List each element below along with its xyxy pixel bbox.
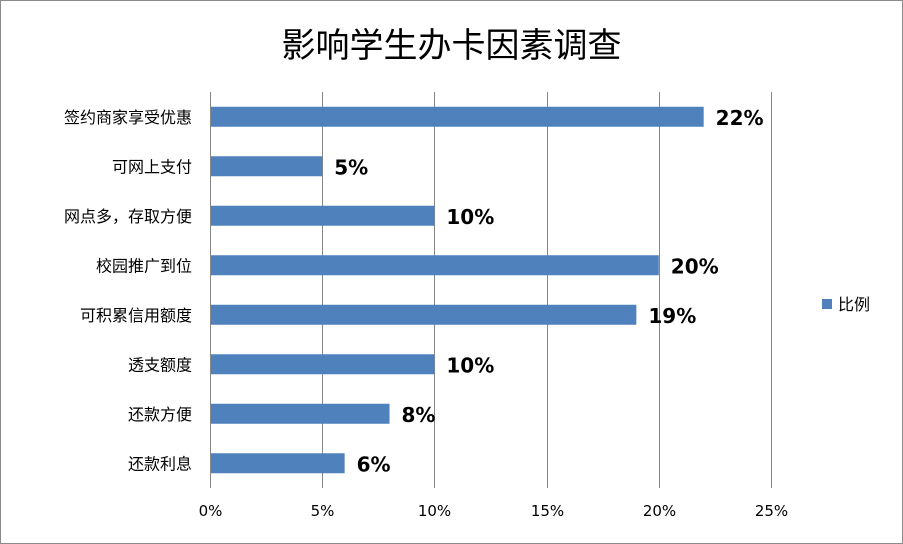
category-label: 可网上支付 xyxy=(112,157,192,176)
legend-swatch xyxy=(822,299,832,309)
x-tick-label: 0% xyxy=(199,502,223,520)
category-label: 校园推广到位 xyxy=(96,256,192,275)
x-tick-label: 5% xyxy=(311,502,335,520)
legend-label: 比例 xyxy=(838,295,870,314)
category-labels: 签约商家享受优惠可网上支付网点多，存取方便校园推广到位可积累信用额度透支额度还款… xyxy=(64,108,192,474)
data-label: 22% xyxy=(716,106,764,130)
data-label: 8% xyxy=(402,403,436,427)
data-label: 5% xyxy=(334,155,368,179)
data-label: 10% xyxy=(446,205,494,229)
bar xyxy=(211,304,637,325)
category-label: 透支额度 xyxy=(128,355,192,374)
data-label: 19% xyxy=(648,304,696,328)
bar xyxy=(211,453,345,474)
category-label: 签约商家享受优惠 xyxy=(64,108,192,127)
category-label: 还款方便 xyxy=(128,405,192,424)
x-tick-label: 15% xyxy=(531,502,564,520)
x-tick-label: 10% xyxy=(418,502,451,520)
data-label: 10% xyxy=(446,353,494,377)
bar xyxy=(211,156,323,177)
bar xyxy=(211,106,704,127)
bar xyxy=(211,403,390,424)
category-label: 还款利息 xyxy=(128,454,192,473)
data-label: 6% xyxy=(357,452,391,476)
chart-title: 影响学生办卡因素调查 xyxy=(281,26,622,66)
bar xyxy=(211,255,659,276)
x-tick-label: 25% xyxy=(755,502,788,520)
x-tick-labels: 0% 5% 10% 15% 20% 25% xyxy=(199,502,789,520)
gridlines xyxy=(322,92,772,488)
category-label: 可积累信用额度 xyxy=(80,306,192,325)
bars xyxy=(211,106,704,474)
bar xyxy=(211,205,435,226)
category-label: 网点多，存取方便 xyxy=(64,207,192,226)
data-label: 20% xyxy=(671,254,719,278)
bar xyxy=(211,354,435,375)
x-tick-label: 20% xyxy=(643,502,676,520)
legend: 比例 xyxy=(822,295,870,314)
data-labels: 22% 5% 10% 20% 19% 10% 8% 6% xyxy=(334,106,763,477)
